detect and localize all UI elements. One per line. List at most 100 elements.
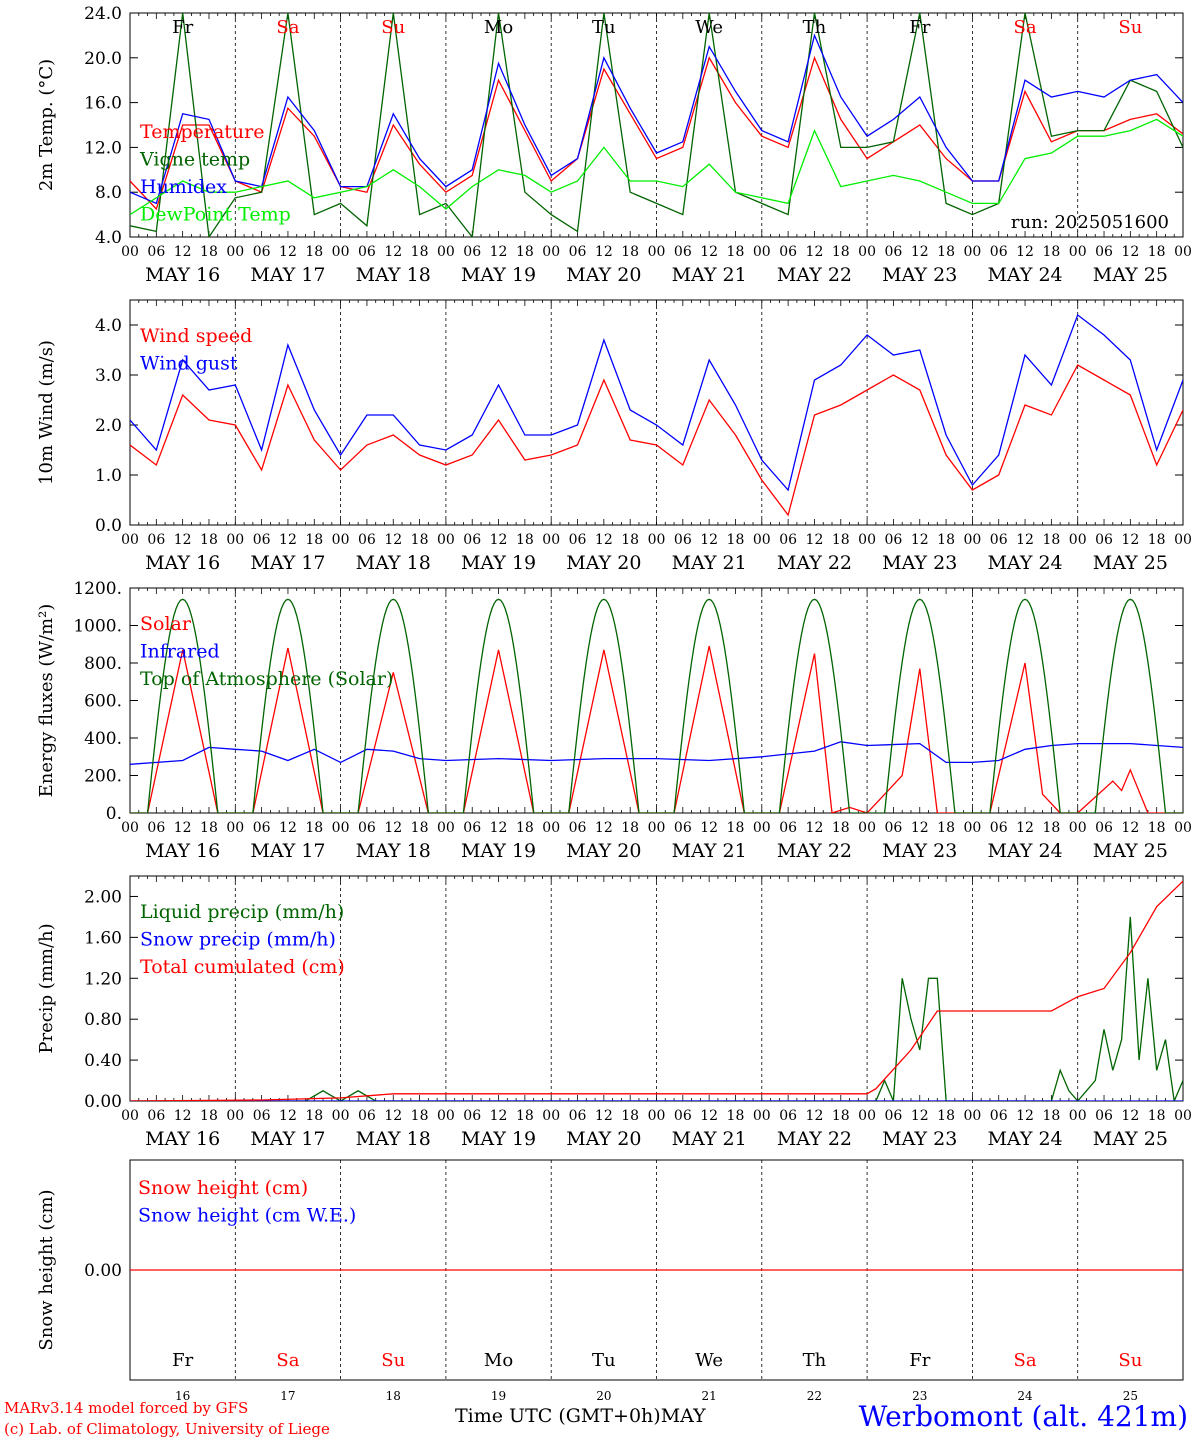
hour-tick-label: 18 — [1148, 820, 1166, 836]
hour-tick-label: 00 — [226, 244, 244, 260]
hour-tick-label: 00 — [858, 532, 876, 548]
date-label: MAY 25 — [1093, 552, 1168, 574]
y-axis-label: Precip (mm/h) — [36, 923, 57, 1053]
series-line-temperature — [130, 55, 1183, 211]
date-label: MAY 25 — [1093, 840, 1168, 862]
hour-tick-label: 18 — [621, 820, 639, 836]
hour-tick-label: 06 — [463, 820, 481, 836]
hour-tick-label: 18 — [621, 244, 639, 260]
hour-tick-label: 00 — [121, 532, 139, 548]
hour-tick-label: 06 — [990, 820, 1008, 836]
hour-tick-label: 00 — [1174, 244, 1192, 260]
date-label: MAY 22 — [777, 840, 852, 862]
date-label: MAY 24 — [987, 1128, 1062, 1150]
hour-tick-label: 18 — [727, 244, 745, 260]
hour-tick-label: 18 — [832, 1108, 850, 1124]
y-tick-label: 4.0 — [95, 228, 122, 248]
y-tick-label: 4.0 — [95, 316, 122, 336]
date-label: MAY 17 — [250, 1128, 325, 1150]
date-label: MAY 17 — [250, 552, 325, 574]
y-tick-label: 1.60 — [84, 928, 122, 948]
weekday-label: Fr — [909, 1350, 930, 1371]
hour-tick-label: 06 — [779, 532, 797, 548]
date-label: MAY 22 — [777, 264, 852, 286]
hour-tick-label: 00 — [332, 244, 350, 260]
legend-entry: Snow precip (mm/h) — [140, 929, 336, 951]
date-label: MAY 19 — [461, 840, 536, 862]
hour-tick-label: 12 — [806, 532, 824, 548]
y-tick-label: 0.00 — [84, 1261, 122, 1281]
hour-tick-label: 00 — [332, 820, 350, 836]
series-line-total-cumulated-cm — [130, 880, 1183, 1101]
date-label: MAY 25 — [1093, 264, 1168, 286]
hour-tick-label: 12 — [1016, 532, 1034, 548]
hour-tick-label: 00 — [1069, 1108, 1087, 1124]
date-label: MAY 17 — [250, 264, 325, 286]
legend-entry: Liquid precip (mm/h) — [140, 901, 344, 923]
weekday-label: Su — [1118, 17, 1142, 38]
hour-tick-label: 18 — [1042, 1108, 1060, 1124]
legend-entry: Solar — [140, 613, 192, 635]
hour-tick-label: 18 — [516, 244, 534, 260]
y-tick-label: 16.0 — [84, 94, 122, 114]
hour-tick-label: 00 — [542, 820, 560, 836]
y-axis-label: Energy fluxes (W/m²) — [36, 604, 57, 798]
hour-tick-label: 06 — [463, 532, 481, 548]
hour-tick-label: 18 — [305, 1108, 323, 1124]
y-tick-label: 0.80 — [84, 1010, 122, 1030]
hour-tick-label: 12 — [384, 244, 402, 260]
legend-entry: Snow height (cm) — [138, 1177, 308, 1199]
hour-tick-label: 12 — [911, 532, 929, 548]
hour-tick-label: 06 — [463, 244, 481, 260]
hour-tick-label: 12 — [595, 1108, 613, 1124]
hour-tick-label: 00 — [226, 1108, 244, 1124]
date-label: MAY 24 — [987, 264, 1062, 286]
hour-tick-label: 00 — [121, 820, 139, 836]
hour-tick-label: 00 — [1174, 820, 1192, 836]
hour-tick-label: 12 — [700, 820, 718, 836]
hour-tick-label: 00 — [648, 244, 666, 260]
date-label: MAY 16 — [145, 552, 220, 574]
date-label: MAY 21 — [672, 264, 747, 286]
date-label: MAY 18 — [356, 552, 431, 574]
hour-tick-label: 00 — [753, 820, 771, 836]
hour-tick-label: 06 — [253, 820, 271, 836]
hour-tick-label: 06 — [253, 1108, 271, 1124]
y-tick-label: 8.0 — [95, 183, 122, 203]
weekday-label: Th — [803, 17, 827, 38]
y-tick-label: 1.20 — [84, 969, 122, 989]
hour-tick-label: 12 — [174, 532, 192, 548]
hour-tick-label: 12 — [490, 1108, 508, 1124]
weekday-label: Fr — [172, 17, 193, 38]
date-label: MAY 23 — [882, 264, 957, 286]
weekday-label: Su — [381, 17, 405, 38]
hour-tick-label: 12 — [1016, 820, 1034, 836]
hour-tick-label: 00 — [1174, 532, 1192, 548]
y-tick-label: 0.00 — [84, 1092, 122, 1112]
hour-tick-label: 00 — [648, 1108, 666, 1124]
hour-tick-label: 00 — [437, 820, 455, 836]
hour-tick-label: 12 — [174, 244, 192, 260]
hour-tick-label: 18 — [411, 532, 429, 548]
weekday-label: Mo — [484, 17, 513, 38]
series-line-infrared — [130, 741, 1183, 765]
run-annotation: run: 2025051600 — [1011, 212, 1169, 233]
hour-tick-label: 18 — [621, 1108, 639, 1124]
hour-tick-label: 12 — [911, 244, 929, 260]
date-label: MAY 19 — [461, 264, 536, 286]
hour-tick-label: 12 — [1121, 532, 1139, 548]
hour-tick-label: 06 — [358, 244, 376, 260]
y-tick-label: 200. — [84, 767, 122, 787]
hour-tick-label: 06 — [358, 532, 376, 548]
date-label: MAY 24 — [987, 552, 1062, 574]
hour-tick-label: 06 — [674, 244, 692, 260]
hour-tick-label: 18 — [832, 532, 850, 548]
day-number-label: 19 — [491, 1389, 506, 1403]
legend-entry: DewPoint Temp — [140, 204, 291, 226]
legend-entry: Infrared — [140, 641, 220, 663]
y-tick-label: 1200. — [73, 579, 122, 599]
hour-tick-label: 12 — [384, 820, 402, 836]
y-tick-label: 2.00 — [84, 887, 122, 907]
hour-tick-label: 18 — [516, 532, 534, 548]
hour-tick-label: 18 — [1148, 244, 1166, 260]
